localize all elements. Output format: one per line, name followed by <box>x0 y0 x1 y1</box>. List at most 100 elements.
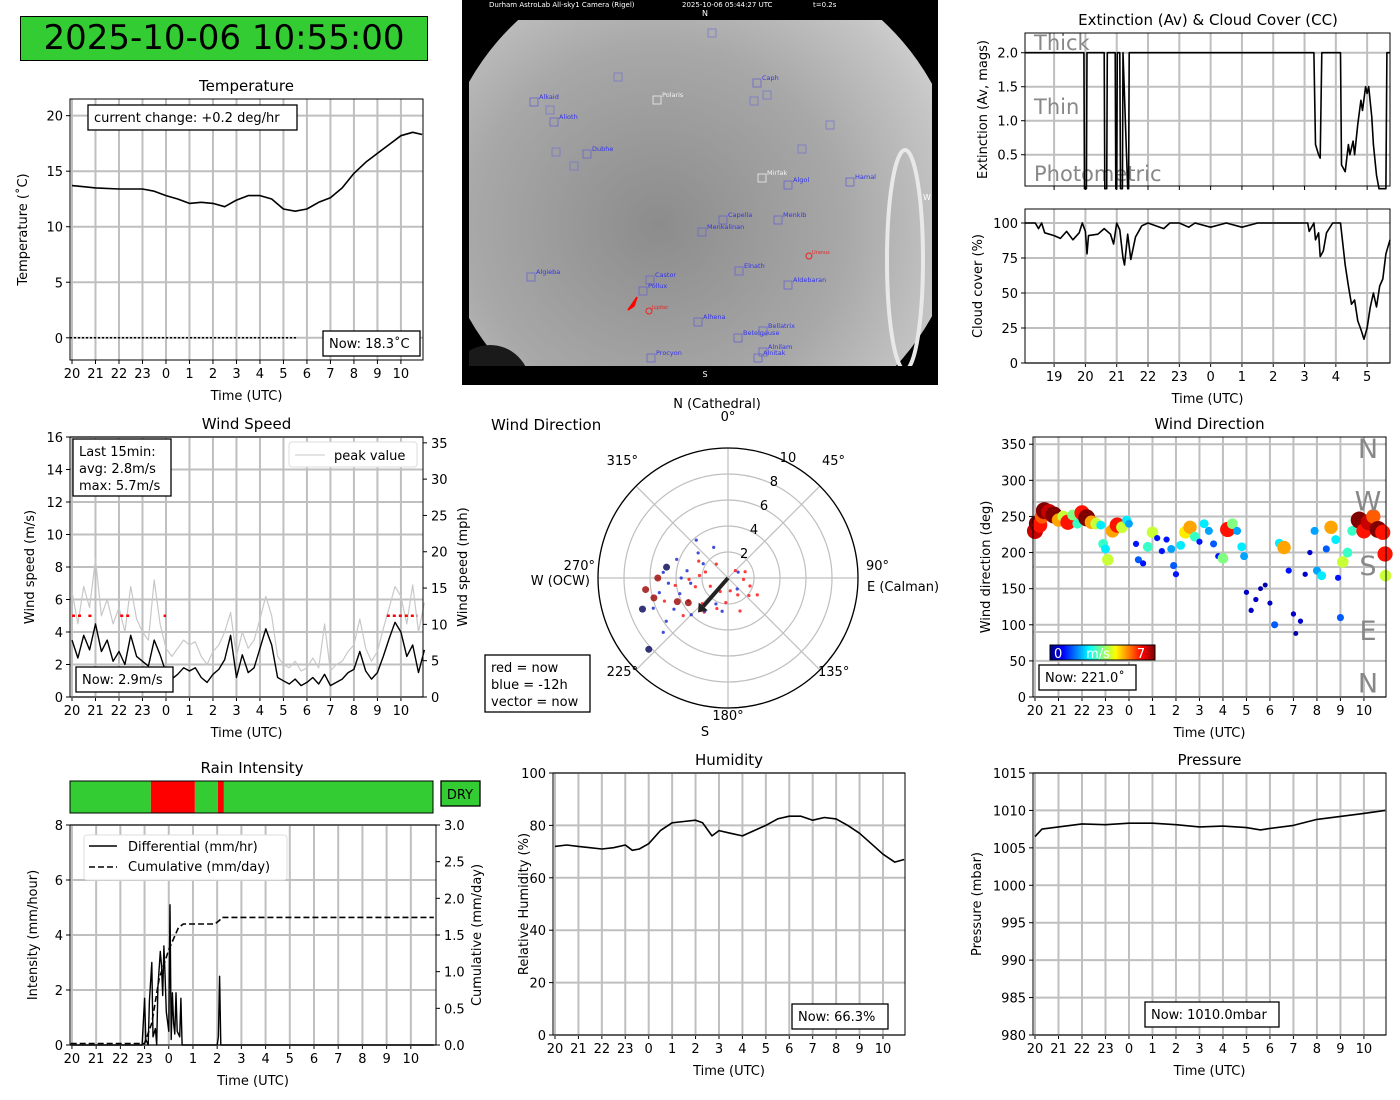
wind-direction-point <box>1167 544 1176 553</box>
x-tick-label: 0 <box>162 367 170 382</box>
x-tick-label: 3 <box>232 367 240 382</box>
temperature-change-box: current change: +0.2 deg/hr <box>87 104 298 131</box>
right-y-tick-label: 1.5 <box>444 929 465 944</box>
polar-angle-label: 225° <box>607 665 638 680</box>
star-label: Bellatrix <box>768 322 795 330</box>
wind-direction-point <box>1253 596 1259 603</box>
camera-west-label: W <box>923 193 931 202</box>
x-tick-label: 7 <box>809 1042 817 1057</box>
y-tick-label: 6 <box>55 874 63 889</box>
wind-observation-point <box>661 570 665 574</box>
cardinal-label: W <box>1355 487 1382 518</box>
star-marker <box>783 180 793 190</box>
y-tick-label: 0 <box>1010 357 1018 372</box>
wind-observation-point <box>675 557 679 561</box>
rain-status-segment-dry <box>70 781 151 813</box>
right-y-tick-label: 20 <box>431 546 448 561</box>
x-tick-label: 6 <box>303 704 311 719</box>
plot-frame <box>69 824 437 1046</box>
star-marker <box>758 326 768 336</box>
wind-observation-point <box>664 619 668 623</box>
y-tick-label: 50 <box>1001 287 1018 302</box>
x-tick-label: 20 <box>547 1042 564 1057</box>
y-tick-label: 2 <box>55 659 63 674</box>
y-tick-label: 100 <box>993 217 1018 232</box>
wind-observation-point <box>689 581 693 585</box>
y-tick-label: 2.0 <box>997 47 1018 62</box>
y-tick-label: 1015 <box>993 767 1026 782</box>
wind-direction-point <box>1317 571 1327 581</box>
x-axis-label: Time (UTC) <box>210 726 283 741</box>
pressure-line <box>1034 809 1386 838</box>
chart-title: Wind Speed <box>202 415 292 433</box>
x-tick-label: 5 <box>1242 704 1250 719</box>
y-tick-label: 2 <box>55 984 63 999</box>
star-marker <box>749 96 759 106</box>
wind_direction-chart: 20 21 22 23 0 1 2 3 4 5 6 7 8 9 1005010015020025030035… <box>979 415 1393 741</box>
wind-observation-point <box>743 570 747 574</box>
wind-stats-box-text: Last 15min: <box>79 445 156 460</box>
temperature-line <box>71 131 423 212</box>
x-tick-label: 21 <box>87 704 104 719</box>
x-tick-label: 1 <box>1238 370 1246 385</box>
y-tick-label: 50 <box>1009 655 1026 670</box>
wind-direction-point <box>1290 611 1297 617</box>
wind-observation-point <box>651 606 655 610</box>
right-y-tick-label: 3.0 <box>444 819 465 834</box>
wind-direction-point <box>1116 521 1128 534</box>
wind-direction-point <box>1189 531 1200 542</box>
y-tick-label: 100 <box>1001 619 1026 634</box>
star-marker <box>582 149 592 159</box>
y-tick-label: 8 <box>55 561 63 576</box>
star-marker <box>707 28 717 38</box>
x-tick-label: 23 <box>136 1052 153 1067</box>
wind-observation-point <box>697 573 702 578</box>
rain-cumulative-line <box>70 916 434 1045</box>
x-tick-label: 8 <box>832 1042 840 1057</box>
x-tick-label: 2 <box>213 1052 221 1067</box>
plot-area <box>553 773 905 1035</box>
x-tick-label: 5 <box>286 1052 294 1067</box>
wind-observation-point <box>703 570 707 574</box>
wind-stats-box-frame <box>72 438 172 497</box>
right-y-axis-label: Wind speed (mph) <box>456 507 471 627</box>
wind-observation-point <box>697 559 701 563</box>
x-tick-label: 8 <box>1313 704 1321 719</box>
wind-observation-point <box>724 601 728 605</box>
polar-spoke <box>727 485 821 579</box>
x-tick-label: 1 <box>189 1052 197 1067</box>
y-axis-label: Relative Humidity (%) <box>517 833 532 975</box>
star-label: Elnath <box>744 262 765 270</box>
star-marker <box>757 173 767 183</box>
star-label: Alkaid <box>539 93 559 101</box>
x-tick-label: 6 <box>310 1052 318 1067</box>
wind-direction-point <box>1322 545 1330 553</box>
plot-area <box>1033 773 1386 1035</box>
star-label: Menkalinan <box>707 223 744 231</box>
wind-observation-point <box>747 593 751 598</box>
x-tick-label: 2 <box>691 1042 699 1057</box>
right-y-tick-label: 1.0 <box>444 966 465 981</box>
x-tick-label: 8 <box>350 704 358 719</box>
x-tick-label: 6 <box>785 1042 793 1057</box>
humidity-line <box>554 815 905 863</box>
dome-edge <box>885 148 925 366</box>
x-tick-label: 1 <box>1148 1042 1156 1057</box>
right-y-tick-label: 2.0 <box>444 892 465 907</box>
x-tick-label: 8 <box>1313 1042 1321 1057</box>
x-tick-label: 5 <box>279 704 287 719</box>
star-marker <box>549 117 559 127</box>
wind-observation-point <box>654 574 662 582</box>
right-y-tick-label: 15 <box>431 582 448 597</box>
star-label: Mirfak <box>767 169 787 177</box>
chart-title: Extinction (Av) & Cloud Cover (CC) <box>1078 11 1338 29</box>
x-tick-label: 2 <box>1269 370 1277 385</box>
plot-frame <box>1024 208 1391 364</box>
wind-observation-point <box>715 606 719 611</box>
plot-frame <box>1024 32 1391 187</box>
plot-frame <box>69 98 424 361</box>
polar-angle-label: 135° <box>818 665 849 680</box>
y-tick-label: 0 <box>55 1039 63 1054</box>
